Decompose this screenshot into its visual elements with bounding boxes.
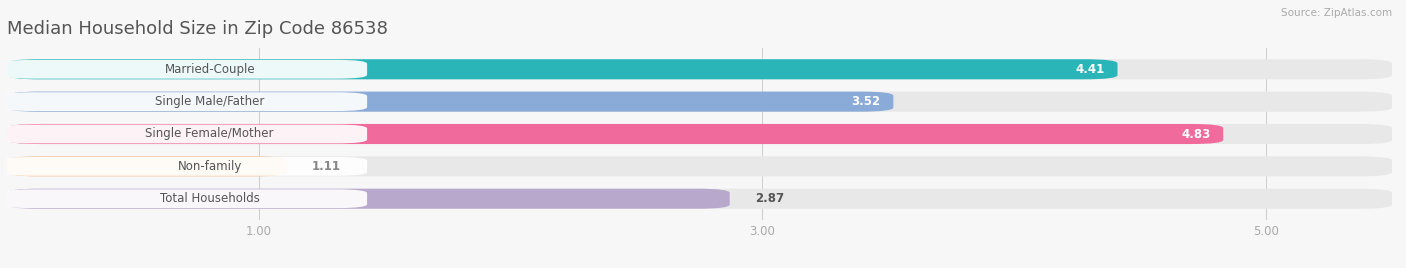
- Text: Source: ZipAtlas.com: Source: ZipAtlas.com: [1281, 8, 1392, 18]
- Text: 3.52: 3.52: [852, 95, 880, 108]
- FancyBboxPatch shape: [1, 125, 367, 143]
- Text: 2.87: 2.87: [755, 192, 785, 205]
- FancyBboxPatch shape: [7, 156, 287, 176]
- FancyBboxPatch shape: [7, 189, 730, 209]
- FancyBboxPatch shape: [1, 60, 367, 79]
- FancyBboxPatch shape: [7, 189, 1392, 209]
- FancyBboxPatch shape: [7, 92, 893, 112]
- Text: Married-Couple: Married-Couple: [165, 63, 254, 76]
- Text: 4.41: 4.41: [1076, 63, 1105, 76]
- Text: Total Households: Total Households: [160, 192, 260, 205]
- Text: Single Male/Father: Single Male/Father: [155, 95, 264, 108]
- FancyBboxPatch shape: [1, 189, 367, 208]
- FancyBboxPatch shape: [1, 157, 367, 176]
- Text: 4.83: 4.83: [1181, 128, 1211, 140]
- FancyBboxPatch shape: [7, 59, 1392, 79]
- FancyBboxPatch shape: [7, 92, 1392, 112]
- FancyBboxPatch shape: [7, 156, 1392, 176]
- FancyBboxPatch shape: [7, 59, 1118, 79]
- FancyBboxPatch shape: [7, 124, 1223, 144]
- FancyBboxPatch shape: [1, 92, 367, 111]
- Text: Median Household Size in Zip Code 86538: Median Household Size in Zip Code 86538: [7, 20, 388, 38]
- Text: 1.11: 1.11: [312, 160, 340, 173]
- FancyBboxPatch shape: [7, 124, 1392, 144]
- Text: Non-family: Non-family: [177, 160, 242, 173]
- Text: Single Female/Mother: Single Female/Mother: [145, 128, 274, 140]
